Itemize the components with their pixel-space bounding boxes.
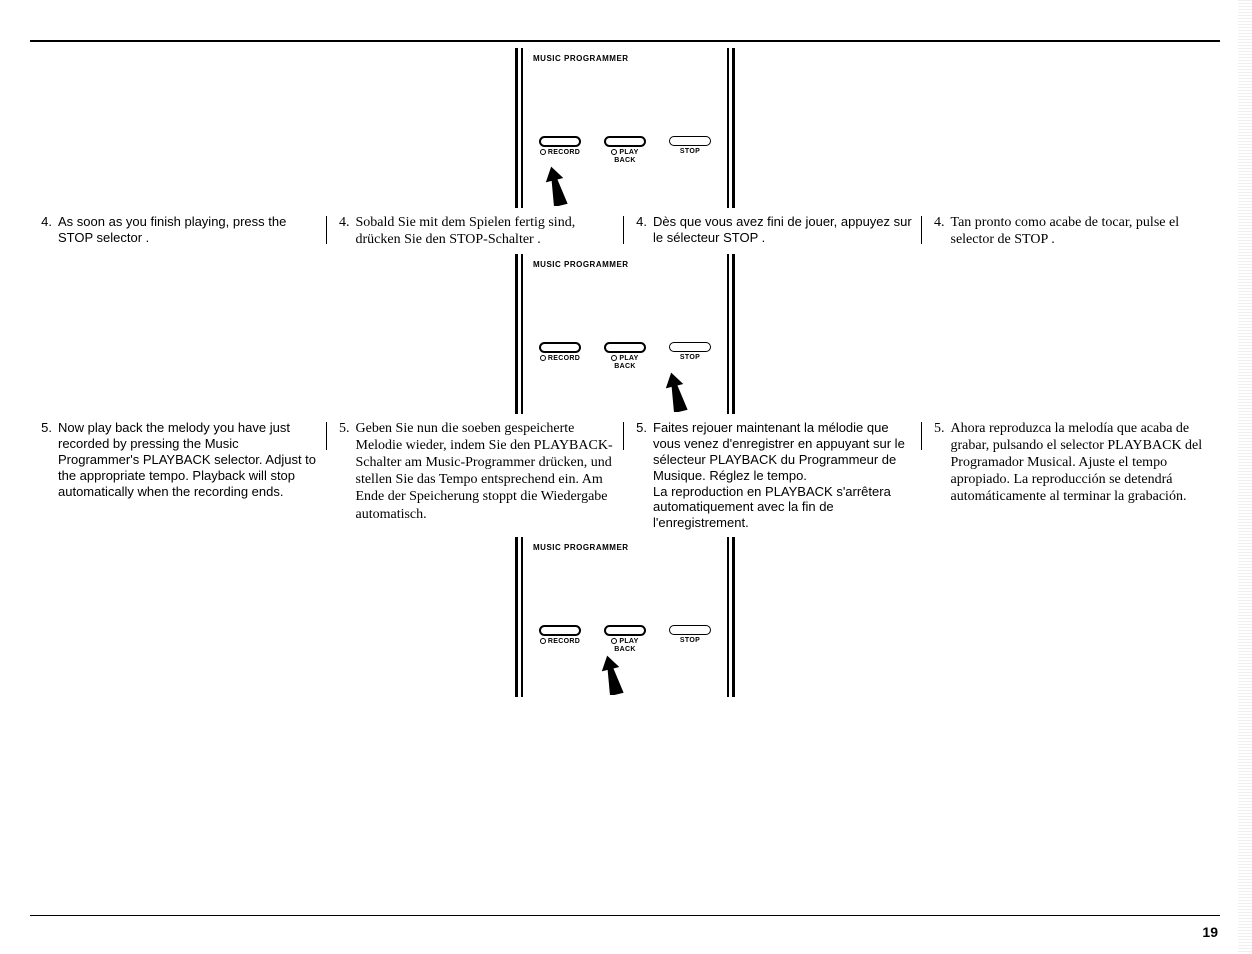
- playback-label-l1: PLAY: [619, 638, 638, 645]
- music-programmer-panel: MUSIC PROGRAMMER RECORD PLAY BACK STOP: [515, 254, 735, 414]
- panel-title: MUSIC PROGRAMMER: [533, 54, 629, 63]
- playback-led-icon: [611, 638, 617, 644]
- panel-title: MUSIC PROGRAMMER: [533, 260, 629, 269]
- panel-title: MUSIC PROGRAMMER: [533, 543, 629, 552]
- step5-text-fr: Faites rejouer maintenant la mélodie que…: [653, 420, 913, 531]
- record-led-icon: [540, 355, 546, 361]
- stop-button: STOP: [661, 136, 719, 155]
- record-label: RECORD: [548, 355, 580, 362]
- pointer-arrow-icon: [599, 655, 625, 695]
- record-led-icon: [540, 149, 546, 155]
- record-label: RECORD: [548, 149, 580, 156]
- step5-num-es: 5.: [929, 420, 951, 505]
- playback-label-l1: PLAY: [619, 149, 638, 156]
- playback-label-l2: BACK: [614, 646, 635, 653]
- playback-label-l2: BACK: [614, 157, 635, 164]
- playback-led-icon: [611, 149, 617, 155]
- music-programmer-panel: MUSIC PROGRAMMER RECORD PLAY BACK STOP: [515, 537, 735, 697]
- record-button: RECORD: [531, 136, 589, 156]
- step5-text-de: Geben Sie nun die soeben gespeicherte Me…: [356, 420, 616, 522]
- top-rule: [30, 40, 1220, 42]
- playback-button: PLAY BACK: [596, 625, 654, 653]
- stop-label: STOP: [680, 148, 700, 155]
- playback-label-l2: BACK: [614, 363, 635, 370]
- step4-num-en: 4.: [36, 214, 58, 246]
- step5-text-en: Now play back the melody you have just r…: [58, 420, 318, 499]
- step4-row: 4. As soon as you finish playing, press …: [30, 214, 1220, 248]
- playback-label-l1: PLAY: [619, 355, 638, 362]
- step4-num-fr: 4.: [631, 214, 653, 246]
- step5-num-en: 5.: [36, 420, 58, 499]
- record-button: RECORD: [531, 625, 589, 645]
- step5-num-de: 5.: [334, 420, 356, 522]
- playback-led-icon: [611, 355, 617, 361]
- record-led-icon: [540, 638, 546, 644]
- step4-num-es: 4.: [929, 214, 951, 248]
- step4-num-de: 4.: [334, 214, 356, 248]
- playback-button: PLAY BACK: [596, 136, 654, 164]
- playback-button: PLAY BACK: [596, 342, 654, 370]
- step4-text-en: As soon as you finish playing, press the…: [58, 214, 318, 246]
- pointer-arrow-icon: [543, 166, 569, 206]
- page-number: 19: [1202, 924, 1218, 940]
- music-programmer-panel: MUSIC PROGRAMMER RECORD PLAY BACK STOP: [515, 48, 735, 208]
- stop-label: STOP: [680, 354, 700, 361]
- step4-text-fr: Dès que vous avez fini de jouer, appuyez…: [653, 214, 913, 246]
- stop-label: STOP: [680, 637, 700, 644]
- record-button: RECORD: [531, 342, 589, 362]
- step5-num-fr: 5.: [631, 420, 653, 531]
- step4-text-es: Tan pronto como acabe de tocar, pulse el…: [951, 214, 1211, 248]
- record-label: RECORD: [548, 638, 580, 645]
- bottom-rule: [30, 915, 1220, 916]
- step5-text-es: Ahora reproduzca la melodía que acaba de…: [951, 420, 1211, 505]
- stop-button: STOP: [661, 625, 719, 644]
- step5-row: 5. Now play back the melody you have jus…: [30, 420, 1220, 531]
- step4-text-de: Sobald Sie mit dem Spielen fertig sind, …: [356, 214, 616, 248]
- pointer-arrow-icon: [663, 372, 689, 412]
- stop-button: STOP: [661, 342, 719, 361]
- scan-edge-noise: [1238, 0, 1252, 954]
